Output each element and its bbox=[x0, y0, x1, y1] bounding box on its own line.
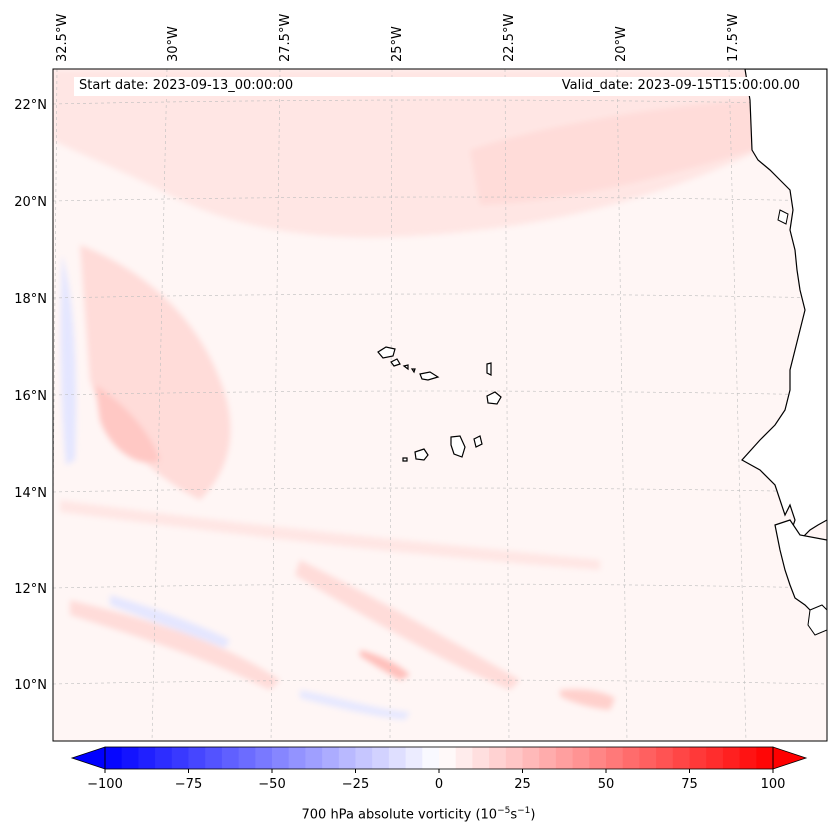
colorbar-tick-label: 0 bbox=[435, 777, 443, 792]
colorbar-cell bbox=[171, 747, 190, 769]
lon-label: 20°W bbox=[614, 26, 629, 62]
africa-coastline bbox=[741, 69, 827, 636]
colorbar-cell bbox=[388, 747, 407, 769]
colorbar-cell bbox=[606, 747, 624, 769]
colorbar: −100 −75 −50 −25 0 25 50 75 100 bbox=[70, 746, 808, 792]
colorbar-cell bbox=[672, 747, 691, 769]
colorbar-title: 700 hPa absolute vorticity (10−5s−1) bbox=[0, 806, 837, 822]
colorbar-cell bbox=[322, 747, 340, 769]
island-brava bbox=[402, 457, 408, 462]
map-frame bbox=[52, 68, 828, 742]
colorbar-title-end: ) bbox=[530, 807, 536, 823]
colorbar-cell bbox=[555, 747, 574, 769]
colorbar-cell bbox=[155, 747, 173, 769]
colorbar-cell bbox=[572, 747, 590, 769]
lon-label: 17.5°W bbox=[726, 14, 741, 62]
colorbar-title-exp2: −1 bbox=[517, 806, 531, 816]
lon-label: 22.5°W bbox=[502, 14, 517, 62]
colorbar-title-mid: s bbox=[510, 807, 518, 823]
colorbar-tick-label: −75 bbox=[175, 777, 202, 792]
island-sao-vicente bbox=[390, 358, 401, 367]
cape-verde-islands bbox=[377, 346, 502, 462]
colorbar-cell bbox=[205, 747, 223, 769]
lat-label: 22°N bbox=[14, 98, 47, 113]
colorbar-tick-label: −100 bbox=[87, 777, 123, 792]
island-maio bbox=[473, 435, 483, 448]
colorbar-cell bbox=[455, 747, 473, 769]
colorbar-cell bbox=[405, 747, 423, 769]
colorbar-cell bbox=[489, 747, 507, 769]
start-date-label: Start date: 2023-09-13_00:00:00 bbox=[77, 77, 296, 94]
colorbar-title-exp1: −5 bbox=[497, 806, 511, 816]
colorbar-cell bbox=[188, 747, 206, 769]
island-sao-nicolau bbox=[419, 371, 440, 381]
colorbar-cell bbox=[756, 747, 774, 769]
colorbar-cell bbox=[722, 747, 741, 769]
colorbar-cell bbox=[305, 747, 323, 769]
lat-label: 16°N bbox=[14, 389, 47, 404]
colorbar-cell bbox=[656, 747, 674, 769]
map-panel bbox=[53, 69, 827, 741]
lon-label: 30°W bbox=[166, 26, 181, 62]
colorbar-cell bbox=[121, 747, 139, 769]
colorbar-cell bbox=[739, 747, 757, 769]
lat-label: 10°N bbox=[14, 678, 47, 693]
colorbar-cell bbox=[422, 747, 440, 769]
colorbar-cell bbox=[539, 747, 557, 769]
colorbar-cell bbox=[138, 747, 156, 769]
colorbar-cell bbox=[238, 747, 256, 769]
colorbar-cell bbox=[706, 747, 724, 769]
lon-label: 32.5°W bbox=[55, 14, 70, 62]
colorbar-tick-label: 50 bbox=[598, 777, 615, 792]
lat-label: 20°N bbox=[14, 195, 47, 210]
colorbar-cells bbox=[105, 747, 774, 769]
colorbar-cell bbox=[689, 747, 707, 769]
lat-label: 18°N bbox=[14, 292, 47, 307]
colorbar-cell bbox=[272, 747, 290, 769]
colorbar-tick-label: 75 bbox=[681, 777, 698, 792]
colorbar-cell bbox=[105, 747, 123, 769]
valid-date-label: Valid_date: 2023-09-15T15:00:00.00 bbox=[559, 77, 802, 94]
colorbar-cell bbox=[372, 747, 390, 769]
island-santo-antao bbox=[377, 346, 396, 359]
colorbar-tick-label: −25 bbox=[342, 777, 369, 792]
colorbar-cell bbox=[288, 747, 306, 769]
island-islet bbox=[410, 368, 416, 374]
colorbar-title-main: 700 hPa absolute vorticity (10 bbox=[301, 807, 498, 823]
lon-label: 27.5°W bbox=[278, 14, 293, 62]
island-santa-luzia bbox=[402, 364, 409, 371]
longitude-labels: 32.5°W 30°W 27.5°W 25°W 22.5°W 20°W 17.5… bbox=[55, 14, 741, 62]
island-boa-vista bbox=[486, 391, 502, 405]
lat-label: 14°N bbox=[14, 486, 47, 501]
latitude-labels: 22°N 20°N 18°N 16°N 14°N 12°N 10°N bbox=[14, 98, 47, 693]
colorbar-cell bbox=[522, 747, 540, 769]
map-gridlines bbox=[53, 69, 827, 741]
colorbar-tick-label: −50 bbox=[258, 777, 285, 792]
colorbar-cell bbox=[622, 747, 640, 769]
colorbar-tick-label: 100 bbox=[761, 777, 786, 792]
colorbar-max-extension bbox=[772, 746, 808, 770]
colorbar-cell bbox=[221, 747, 240, 769]
colorbar-cell bbox=[589, 747, 607, 769]
colorbar-cell bbox=[255, 747, 273, 769]
island-santiago bbox=[450, 435, 466, 458]
colorbar-ticks: −100 −75 −50 −25 0 25 50 75 100 bbox=[87, 769, 785, 792]
colorbar-cell bbox=[338, 747, 357, 769]
colorbar-cell bbox=[439, 747, 457, 769]
colorbar-cell bbox=[355, 747, 373, 769]
island-fogo bbox=[414, 448, 429, 461]
vorticity-field-shading bbox=[53, 69, 827, 720]
lat-label: 12°N bbox=[14, 582, 47, 597]
colorbar-cell bbox=[472, 747, 490, 769]
colorbar-min-extension bbox=[70, 746, 106, 770]
lon-label: 25°W bbox=[390, 26, 405, 62]
colorbar-tick-label: 25 bbox=[514, 777, 531, 792]
colorbar-cell bbox=[505, 747, 524, 769]
island-sal bbox=[486, 362, 492, 376]
colorbar-cell bbox=[639, 747, 657, 769]
